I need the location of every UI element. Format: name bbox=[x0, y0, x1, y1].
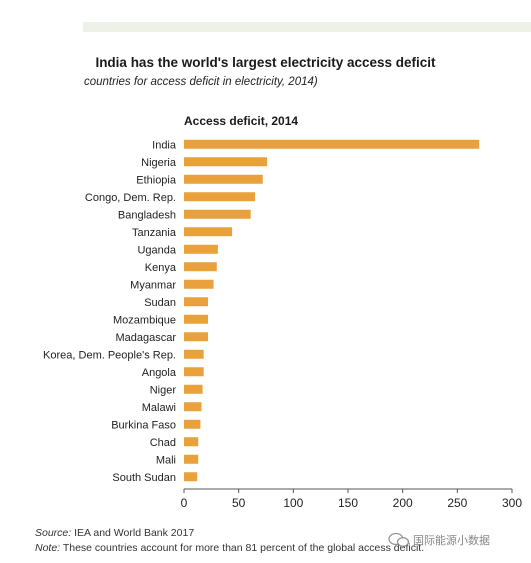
bar bbox=[184, 367, 204, 377]
x-tick-label: 50 bbox=[232, 496, 246, 510]
category-label: Angola bbox=[142, 367, 177, 379]
note-label: Note: bbox=[35, 542, 61, 554]
bar bbox=[184, 227, 233, 237]
category-label: Bangladesh bbox=[118, 209, 176, 221]
note-text: These countries account for more than 81… bbox=[60, 542, 425, 554]
bar bbox=[184, 209, 251, 219]
category-label: Kenya bbox=[145, 262, 177, 274]
bar bbox=[184, 314, 209, 324]
category-label: Myanmar bbox=[130, 279, 176, 291]
category-label: Madagascar bbox=[115, 332, 176, 344]
footnote: Note: These countries account for more t… bbox=[35, 542, 525, 554]
category-label: Sudan bbox=[144, 297, 176, 309]
bar bbox=[184, 332, 209, 342]
category-label: Tanzania bbox=[132, 227, 177, 239]
bar bbox=[184, 384, 203, 394]
bar bbox=[184, 244, 218, 254]
category-label: Nigeria bbox=[141, 157, 177, 169]
x-tick-label: 200 bbox=[393, 496, 413, 510]
source-label: Source: bbox=[35, 527, 72, 539]
category-label: Chad bbox=[150, 437, 176, 449]
x-tick-label: 250 bbox=[447, 496, 467, 510]
chart-title: Access deficit, 2014 bbox=[184, 114, 299, 128]
x-tick-label: 100 bbox=[283, 496, 303, 510]
category-label: Burkina Faso bbox=[111, 419, 176, 431]
chart-subtitle: countries for access deficit in electric… bbox=[84, 76, 318, 88]
bar bbox=[184, 472, 198, 482]
watermark-text: 国际能源小数据 bbox=[413, 535, 490, 547]
bar bbox=[184, 279, 214, 289]
source-text: IEA and World Bank 2017 bbox=[71, 527, 195, 539]
bar bbox=[184, 297, 209, 307]
category-label: Niger bbox=[150, 384, 177, 396]
category-label: Congo, Dem. Rep. bbox=[85, 192, 176, 204]
x-tick-label: 300 bbox=[502, 496, 522, 510]
bar bbox=[184, 349, 204, 359]
bar bbox=[184, 402, 202, 412]
bar bbox=[184, 192, 256, 202]
source-note: Source: IEA and World Bank 2017 bbox=[35, 527, 194, 539]
wechat-icon bbox=[388, 532, 410, 547]
chart-main-title: India has the world's largest electricit… bbox=[95, 55, 436, 70]
category-label: Uganda bbox=[137, 244, 176, 256]
header-band bbox=[83, 22, 531, 32]
x-tick-label: 150 bbox=[338, 496, 358, 510]
bar bbox=[184, 437, 199, 447]
category-label: Mozambique bbox=[113, 314, 176, 326]
bar bbox=[184, 174, 263, 184]
bar bbox=[184, 139, 480, 149]
category-label: South Sudan bbox=[112, 472, 176, 484]
bar bbox=[184, 262, 217, 272]
category-label: Mali bbox=[156, 454, 176, 466]
category-label: Malawi bbox=[142, 402, 176, 414]
category-label: Korea, Dem. People's Rep. bbox=[43, 349, 176, 361]
watermark: 国际能源小数据 bbox=[388, 532, 490, 548]
bar bbox=[184, 454, 199, 464]
x-tick-label: 0 bbox=[181, 496, 188, 510]
bar bbox=[184, 419, 201, 429]
category-label: Ethiopia bbox=[136, 174, 177, 186]
bar bbox=[184, 157, 268, 167]
category-label: India bbox=[152, 139, 177, 151]
